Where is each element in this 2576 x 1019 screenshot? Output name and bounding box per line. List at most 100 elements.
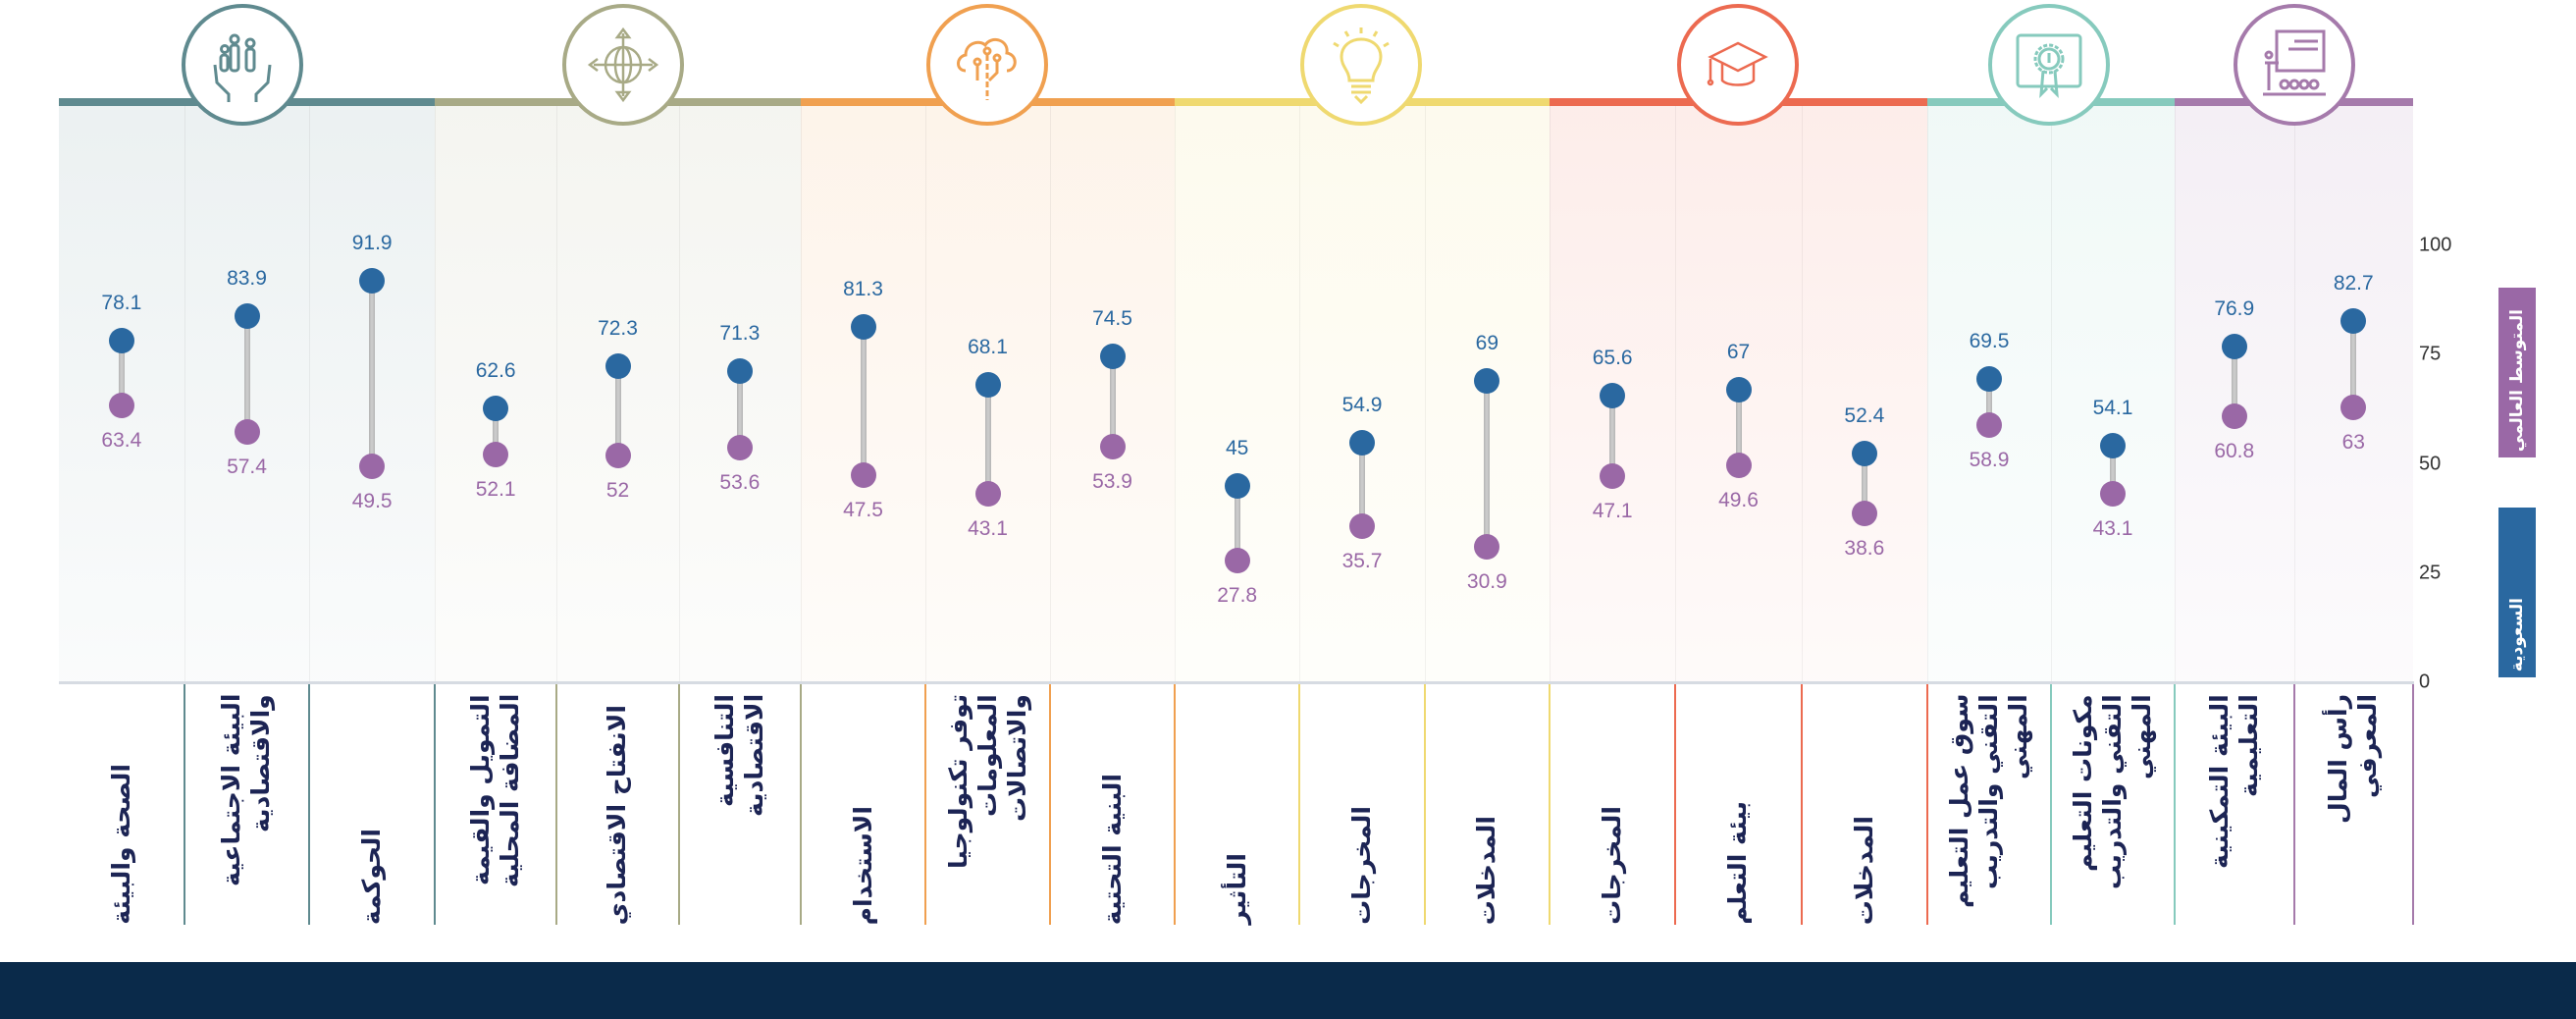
category-divider [1298, 684, 1301, 925]
world-average-dot [2340, 394, 2367, 420]
globe-arrows-icon [587, 27, 659, 103]
world-average-dot [2100, 481, 2126, 508]
x-axis-baseline [59, 681, 2414, 684]
category-label-text: الانفتاح الاقتصادي [603, 704, 632, 925]
category-label-text: البنية التحتية [1097, 773, 1127, 925]
category-label: توفر تكنولوجيا المعلومات والاتصالات [925, 689, 1050, 925]
category-label-cell: الصحة والبيئة [59, 684, 184, 925]
world-average-dot [974, 481, 1001, 508]
category-label-text: بيئة التعلم [1723, 801, 1753, 925]
column-background [1801, 106, 1927, 682]
category-divider [183, 684, 185, 925]
category-divider [2292, 684, 2295, 925]
saudi-dot [1976, 365, 2002, 392]
legend-label: المتوسط العالمي [2507, 308, 2527, 452]
category-divider [2412, 684, 2414, 925]
saudi-value-label: 78.1 [101, 292, 142, 315]
world-average-dot [605, 442, 631, 468]
category-label: المخرجات [1550, 689, 1675, 925]
legend-saudi[interactable]: السعودية [2498, 508, 2536, 677]
y-axis-tick-label: 100 [2419, 234, 2452, 256]
saudi-dot [234, 302, 260, 329]
saudi-value-label: 52.4 [1844, 403, 1885, 427]
category-divider [677, 684, 680, 925]
dumbbell-stem [1484, 380, 1491, 548]
column-divider [1927, 106, 1928, 682]
category-label-text: التنافسية الاقتصادية [710, 694, 768, 818]
category-label-text: المدخلات [1472, 815, 1501, 925]
world-average-value-label: 47.5 [843, 498, 883, 521]
dumbbell-stem [2350, 320, 2357, 407]
category-divider [924, 684, 926, 925]
world-average-value-label: 63.4 [101, 428, 142, 452]
saudi-value-label: 71.3 [719, 321, 761, 345]
category-label-text: المخرجات [1346, 806, 1376, 925]
category-label: مكونات التعليم التقني والتدريب المهني [2051, 689, 2175, 925]
category-label: رأس المال المعرفي [2294, 689, 2414, 925]
category-label: البيئة الاجتماعية والاقتصادية [184, 689, 310, 925]
dumbbell-stem [1735, 389, 1742, 466]
dumbbell-stem [736, 370, 743, 449]
column-divider [1801, 106, 1803, 682]
category-label: المخرجات [1299, 689, 1424, 925]
category-label: بيئة التعلم [1675, 689, 1801, 925]
saudi-dot [974, 371, 1001, 398]
y-axis-tick-label: 75 [2419, 343, 2442, 365]
saudi-value-label: 65.6 [1592, 347, 1633, 370]
category-label-cell: التأثير [1175, 684, 1299, 925]
category-divider [555, 684, 558, 925]
column-divider [678, 106, 680, 682]
category-label-cell: المخرجات [1299, 684, 1424, 925]
category-label: الصحة والبيئة [59, 689, 184, 925]
column-divider [1175, 106, 1176, 682]
column-background [2051, 106, 2175, 682]
category-label-cell: بيئة التعلم [1675, 684, 1801, 925]
legend-world-average[interactable]: المتوسط العالمي [2498, 288, 2536, 457]
world-average-value-label: 35.7 [1341, 550, 1383, 573]
saudi-dot [2100, 433, 2126, 459]
saudi-value-label: 72.3 [598, 317, 638, 341]
category-label-text: التأثير [1222, 853, 1251, 925]
dumbbell-stem [1861, 453, 1867, 514]
world-average-dot [1224, 548, 1250, 574]
dumbbell-stem [860, 327, 867, 475]
column-background [435, 106, 557, 682]
world-average-value-label: 49.6 [1718, 489, 1759, 512]
group-icon-badge [1300, 4, 1422, 126]
category-label: البنية التحتية [1050, 689, 1175, 925]
world-average-value-label: 38.6 [1844, 537, 1885, 561]
column-divider [801, 106, 802, 682]
category-divider [800, 684, 802, 925]
category-label-text: الصحة والبيئة [106, 764, 135, 925]
saudi-value-label: 54.1 [2092, 397, 2133, 420]
world-average-value-label: 63 [2341, 430, 2365, 454]
category-divider [1800, 684, 1803, 925]
world-average-dot [1976, 411, 2002, 438]
column-divider [1550, 106, 1551, 682]
dumbbell-stem [2110, 446, 2116, 495]
saudi-value-label: 69.5 [1969, 329, 2010, 352]
category-label-cell: التنافسية الاقتصادية [679, 684, 801, 925]
saudi-dot [850, 314, 876, 341]
world-average-dot [726, 435, 753, 461]
category-label: التنافسية الاقتصادية [679, 689, 801, 925]
saudi-value-label: 91.9 [351, 232, 393, 255]
category-divider [308, 684, 311, 925]
category-label: الاستخدام [801, 689, 925, 925]
category-divider [1423, 684, 1426, 925]
column-divider [1675, 106, 1677, 682]
column-divider [1299, 106, 1301, 682]
world-average-value-label: 47.1 [1592, 500, 1633, 523]
category-label-cell: البنية التحتية [1050, 684, 1175, 925]
saudi-dot [1474, 367, 1500, 394]
category-label: الانفتاح الاقتصادي [556, 689, 678, 925]
y-axis-tick-label: 25 [2419, 562, 2442, 584]
category-label-text: البيئة التمكينية التعليمية [2204, 694, 2263, 869]
category-label-text: الحوكمة [357, 828, 387, 925]
category-label-text: المخرجات [1598, 806, 1627, 925]
category-label-cell: المدخلات [1425, 684, 1550, 925]
saudi-dot [1349, 429, 1375, 456]
category-divider [434, 684, 436, 925]
saudi-dot [2340, 307, 2367, 334]
world-average-dot [483, 442, 509, 468]
